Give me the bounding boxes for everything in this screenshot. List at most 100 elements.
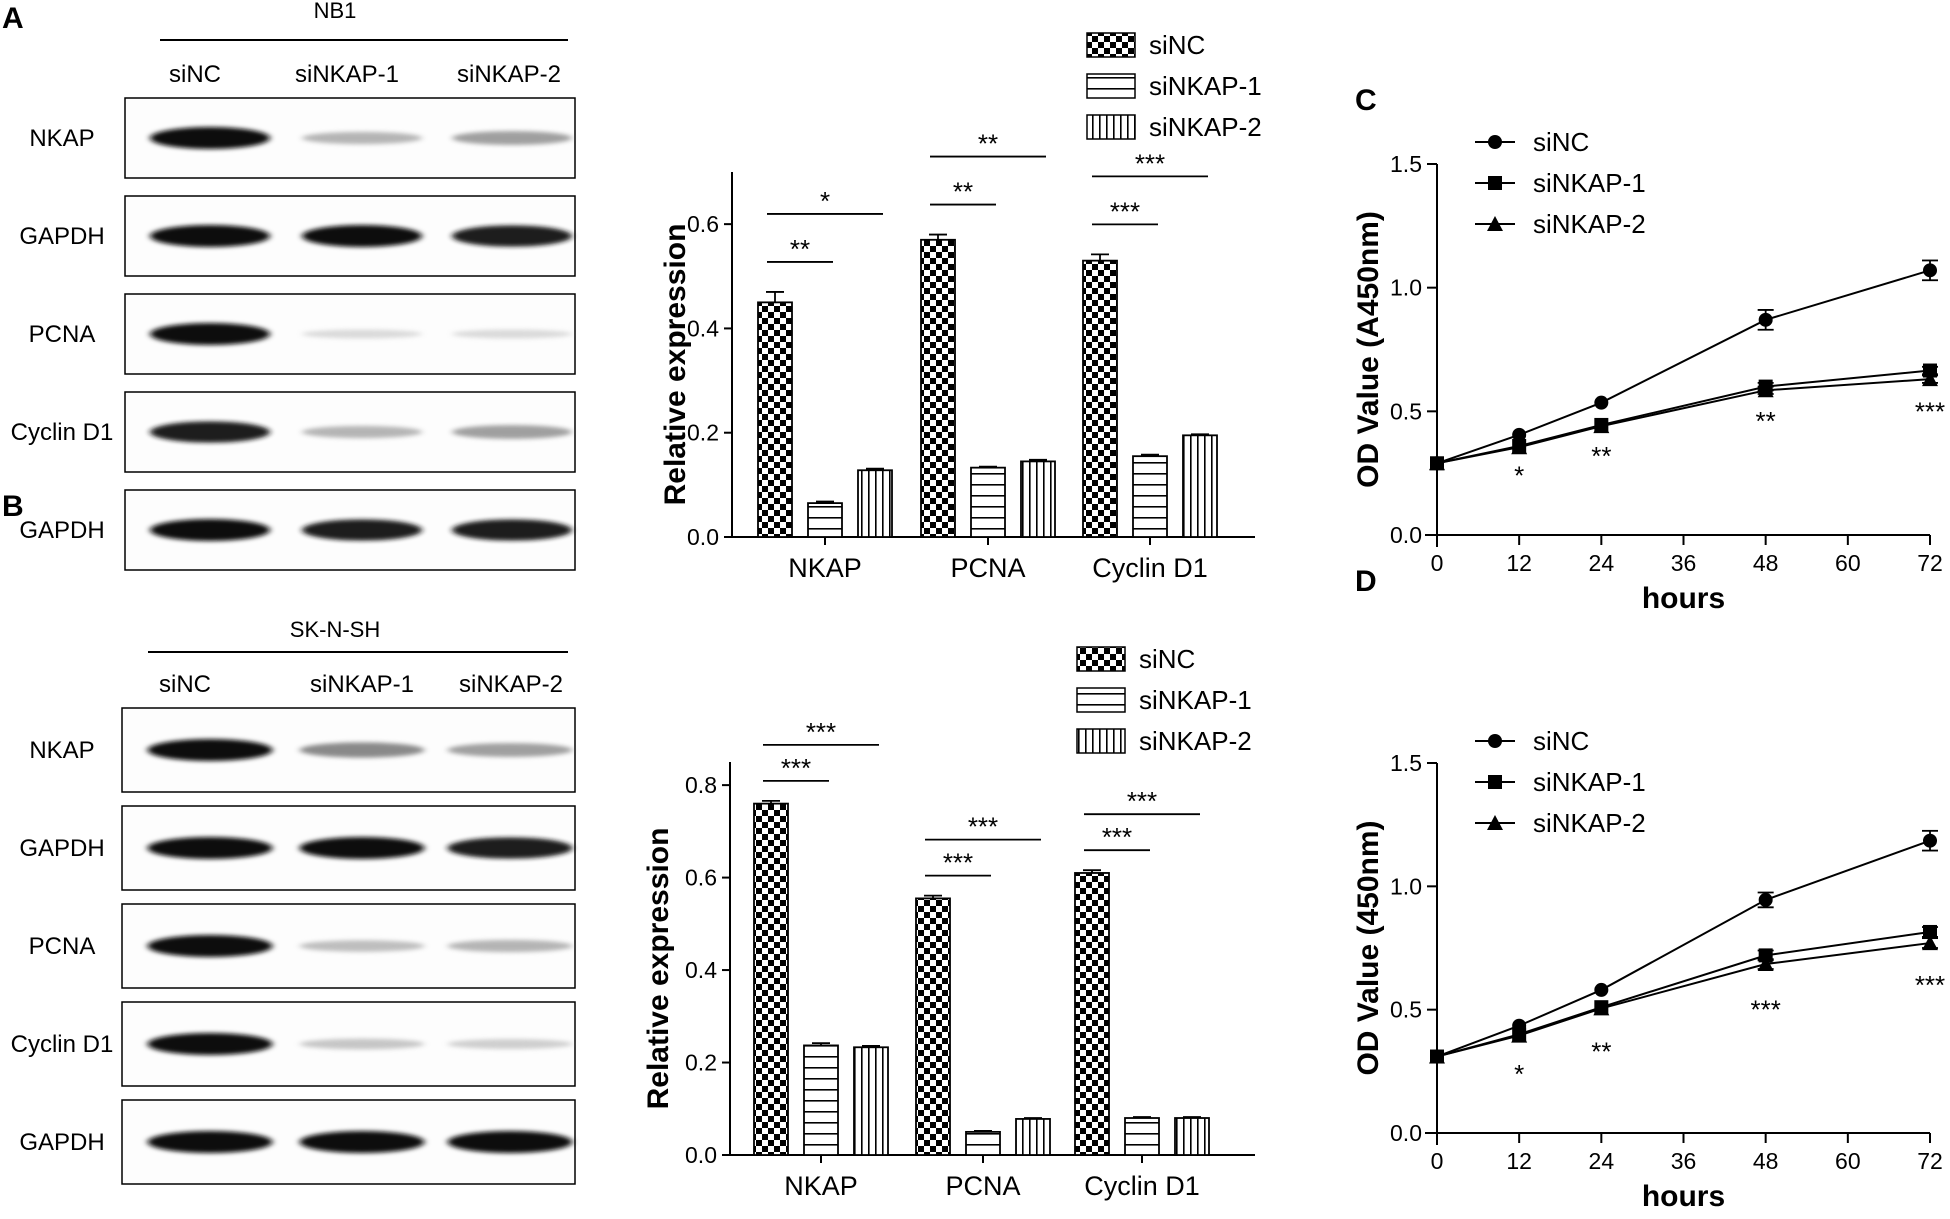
protein-band	[452, 425, 572, 439]
x-tick-label: 12	[1506, 550, 1532, 576]
x-tick-label: 48	[1753, 1148, 1779, 1174]
x-tick-label: 72	[1917, 1148, 1943, 1174]
significance-label: **	[1591, 1037, 1611, 1067]
protein-band	[447, 1039, 573, 1049]
legend-swatch	[1076, 646, 1126, 672]
protein-band	[150, 127, 270, 149]
data-point	[1488, 734, 1502, 748]
lane-label: siNKAP-1	[295, 61, 399, 88]
significance-label: ***	[1102, 822, 1132, 852]
y-tick-label: 0.4	[687, 315, 719, 341]
significance-label: ***	[1750, 995, 1780, 1025]
y-tick-label: 0.5	[1390, 997, 1422, 1023]
western-blot-sk-n-sh: SK-N-SH siNC siNKAP-1 siNKAP-2 NKAP GAPDH PCNA…	[11, 617, 576, 1185]
legend-label: siNKAP-1	[1533, 767, 1646, 797]
significance-label: ***	[943, 848, 973, 878]
protein-band	[150, 323, 270, 345]
x-axis-title: hours	[1642, 1180, 1725, 1213]
category-label: PCNA	[950, 553, 1025, 583]
y-axis-title: Relative expression	[659, 224, 692, 506]
line-chart-c: 0.0 0.5 1.0 1.5 0 12 24 36 48 60 72 hours OD Value (…	[1352, 127, 1945, 615]
lane-label: siNC	[169, 61, 221, 88]
data-point	[1757, 956, 1774, 972]
bar	[1182, 434, 1218, 538]
y-tick-label: 0.0	[1390, 1120, 1422, 1146]
significance-label: ***	[1915, 396, 1945, 426]
series-line	[1436, 378, 1931, 465]
y-tick-label: 1.5	[1390, 151, 1422, 177]
y-tick-label: 0.2	[685, 1050, 717, 1076]
significance-label: ***	[968, 812, 998, 842]
data-point	[1922, 935, 1938, 951]
protein-band	[299, 1131, 425, 1153]
protein-band	[447, 837, 573, 859]
bar	[970, 466, 1006, 538]
data-point	[1593, 418, 1610, 434]
western-blot-nb1: NB1 siNC siNKAP-1 siNKAP-2 NKAP GAPDH PCNA Cycl…	[11, 0, 576, 571]
x-tick-label: 12	[1506, 1148, 1532, 1174]
series-line	[1436, 839, 1931, 1058]
x-tick-label: 60	[1835, 1148, 1861, 1174]
y-tick-label: 0.6	[687, 211, 719, 237]
data-point	[1487, 815, 1503, 830]
y-tick-label: 0.5	[1390, 398, 1422, 424]
lane-label: siNKAP-2	[459, 671, 563, 698]
cell-line-label: NB1	[314, 0, 357, 23]
bar	[1082, 259, 1118, 538]
significance-label: **	[953, 177, 973, 207]
data-point	[1511, 1027, 1528, 1043]
protein-band	[299, 940, 425, 952]
blot-row-label: GAPDH	[19, 223, 104, 250]
panel-letter-a: A	[2, 2, 24, 35]
panel-letter-d: D	[1355, 565, 1377, 598]
y-tick-label: 0.2	[687, 420, 719, 446]
y-tick-label: 0.6	[685, 865, 717, 891]
legend-swatch	[1086, 114, 1136, 140]
protein-band	[452, 329, 572, 339]
bar	[1174, 1117, 1210, 1156]
category-label: Cyclin D1	[1084, 1171, 1200, 1201]
series-line	[1436, 269, 1931, 465]
data-point	[1594, 395, 1609, 410]
x-axis-title: hours	[1642, 582, 1725, 615]
significance-label: **	[978, 129, 998, 159]
blot-row-label: Cyclin D1	[11, 1031, 114, 1058]
bar	[753, 802, 789, 1156]
lane-label: siNKAP-2	[457, 61, 561, 88]
cell-line-label: SK-N-SH	[290, 617, 380, 642]
significance-label: **	[1756, 406, 1776, 436]
x-tick-label: 0	[1431, 1148, 1444, 1174]
legend-swatch	[1076, 728, 1126, 754]
x-tick-label: 48	[1753, 550, 1779, 576]
significance-label: ***	[806, 717, 836, 747]
blot-row-label: NKAP	[29, 737, 94, 764]
lane-label: siNKAP-1	[310, 671, 414, 698]
bar-chart-sk-n-sh: 0.0 0.2 0.4 0.6 0.8 Relative expression NKAP PC…	[642, 644, 1255, 1201]
category-label: PCNA	[945, 1171, 1020, 1201]
lane-label: siNC	[159, 671, 211, 698]
category-label: Cyclin D1	[1092, 553, 1208, 583]
significance-label: ***	[1127, 786, 1157, 816]
bar	[757, 301, 793, 538]
legend-label: siNKAP-1	[1149, 71, 1262, 101]
protein-band	[150, 421, 270, 443]
data-point	[1923, 924, 1937, 939]
x-tick-label: 60	[1835, 550, 1861, 576]
y-tick-label: 1.0	[1390, 873, 1422, 899]
data-point	[1923, 363, 1937, 378]
protein-band	[299, 837, 425, 859]
protein-band	[447, 1131, 573, 1153]
y-tick-label: 0.0	[685, 1142, 717, 1168]
series-line	[1436, 942, 1931, 1058]
data-point	[1758, 892, 1773, 907]
protein-band	[147, 739, 273, 761]
legend-label: siNC	[1149, 30, 1205, 60]
panel-letter-b: B	[2, 490, 24, 523]
significance-label: ***	[781, 753, 811, 783]
legend-label: siNKAP-2	[1149, 112, 1262, 142]
legend-label: siNKAP-2	[1533, 209, 1646, 239]
significance-label: **	[1591, 441, 1611, 471]
data-point	[1512, 427, 1527, 442]
